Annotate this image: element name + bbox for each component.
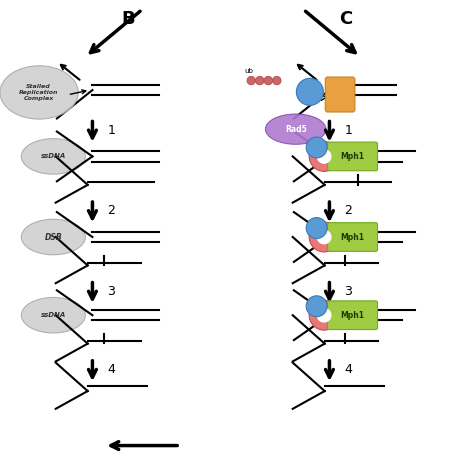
Text: 3: 3 xyxy=(108,285,115,298)
Circle shape xyxy=(309,222,339,252)
Text: 2: 2 xyxy=(108,204,115,218)
Text: C: C xyxy=(339,10,353,28)
Ellipse shape xyxy=(0,66,78,119)
Circle shape xyxy=(306,137,327,158)
FancyBboxPatch shape xyxy=(328,301,378,329)
Circle shape xyxy=(255,76,264,85)
Circle shape xyxy=(296,78,323,105)
Text: ssDNA: ssDNA xyxy=(41,312,66,318)
Text: ssDNA: ssDNA xyxy=(41,154,66,159)
FancyBboxPatch shape xyxy=(328,142,378,171)
Ellipse shape xyxy=(21,219,85,255)
Text: DSB: DSB xyxy=(45,233,62,241)
Text: 3: 3 xyxy=(345,285,352,298)
Circle shape xyxy=(306,218,327,238)
Text: 1: 1 xyxy=(345,124,352,137)
Ellipse shape xyxy=(21,138,85,174)
Text: Mph1: Mph1 xyxy=(340,152,365,161)
Circle shape xyxy=(273,76,281,85)
Circle shape xyxy=(318,309,331,322)
Text: ub: ub xyxy=(245,68,253,74)
Text: 2: 2 xyxy=(345,204,352,218)
Ellipse shape xyxy=(21,298,85,333)
Circle shape xyxy=(306,296,327,317)
Circle shape xyxy=(309,301,339,330)
Text: Stalled
Replication
Complex: Stalled Replication Complex xyxy=(18,84,58,101)
Text: 4: 4 xyxy=(108,363,115,376)
Circle shape xyxy=(318,230,331,244)
Circle shape xyxy=(309,141,339,171)
Text: Mph1: Mph1 xyxy=(340,311,365,319)
Text: 4: 4 xyxy=(345,363,352,376)
Ellipse shape xyxy=(265,114,326,144)
Circle shape xyxy=(318,150,331,163)
Text: B: B xyxy=(121,10,135,28)
FancyBboxPatch shape xyxy=(325,77,355,112)
Text: 1: 1 xyxy=(108,124,115,137)
FancyBboxPatch shape xyxy=(328,223,378,251)
Text: Rad5: Rad5 xyxy=(285,125,307,134)
Circle shape xyxy=(264,76,273,85)
Text: Mph1: Mph1 xyxy=(340,233,365,241)
Circle shape xyxy=(247,76,255,85)
